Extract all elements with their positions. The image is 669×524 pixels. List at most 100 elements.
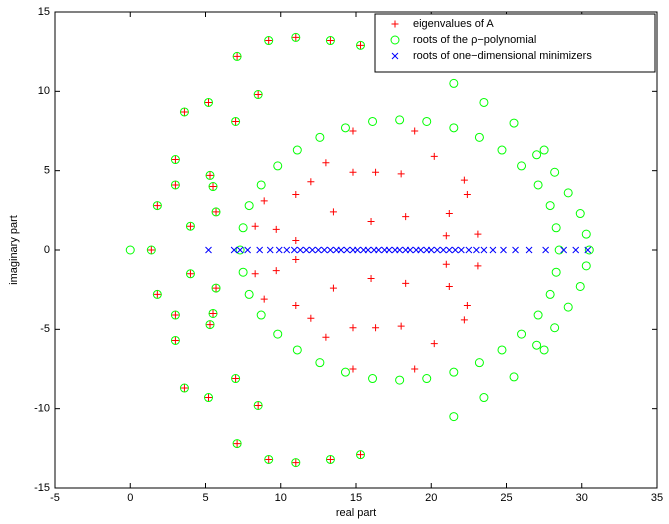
point	[451, 246, 459, 254]
point	[292, 459, 300, 467]
point	[265, 37, 273, 45]
point	[449, 412, 459, 422]
point	[153, 202, 161, 210]
point	[500, 246, 507, 254]
point	[326, 455, 334, 463]
point	[322, 159, 330, 167]
point	[186, 270, 194, 278]
point	[283, 246, 291, 254]
point	[509, 372, 519, 382]
x-tick-label: 35	[651, 492, 663, 504]
point	[465, 246, 473, 254]
point	[542, 246, 549, 254]
point	[253, 400, 263, 410]
point	[153, 290, 161, 298]
point	[185, 269, 195, 279]
point	[291, 32, 301, 42]
point	[349, 324, 357, 332]
point	[170, 310, 180, 320]
point	[170, 180, 180, 190]
point	[473, 246, 480, 254]
point	[170, 155, 180, 165]
point	[449, 367, 459, 377]
point	[584, 245, 594, 255]
point	[367, 275, 375, 283]
point	[292, 190, 300, 198]
point	[406, 246, 414, 254]
point	[171, 336, 179, 344]
point	[385, 246, 393, 254]
point	[551, 223, 561, 233]
point	[460, 176, 468, 184]
point	[357, 41, 365, 49]
point	[427, 246, 435, 254]
point	[170, 335, 180, 345]
point	[307, 314, 315, 322]
point	[411, 365, 419, 373]
point	[563, 302, 573, 312]
point	[539, 345, 549, 355]
x-tick-label: 15	[350, 492, 362, 504]
point	[442, 232, 450, 240]
point	[575, 281, 585, 291]
point	[272, 267, 280, 275]
point	[397, 170, 405, 178]
point	[231, 374, 241, 384]
point	[545, 201, 555, 211]
point	[463, 190, 471, 198]
x-tick-label: 20	[425, 492, 437, 504]
point	[357, 451, 365, 459]
point	[395, 115, 405, 125]
legend-marker	[390, 35, 400, 45]
point	[539, 145, 549, 155]
point	[460, 316, 468, 324]
point	[581, 229, 591, 239]
point	[180, 384, 188, 392]
point	[254, 91, 262, 99]
point	[292, 256, 300, 264]
point	[231, 116, 241, 126]
point	[340, 123, 350, 133]
point	[349, 365, 357, 373]
point	[232, 439, 242, 449]
point	[430, 152, 438, 160]
point	[533, 180, 543, 190]
point	[266, 246, 274, 254]
point	[244, 201, 254, 211]
point	[497, 345, 507, 355]
x-tick-label: 5	[202, 492, 208, 504]
y-tick-label: 15	[38, 6, 50, 18]
point	[147, 246, 155, 254]
point	[264, 36, 274, 46]
point	[433, 246, 441, 254]
point	[480, 246, 488, 254]
y-tick-label: 5	[44, 165, 50, 177]
point	[449, 123, 459, 133]
point	[125, 245, 135, 255]
point	[253, 90, 263, 100]
point	[171, 156, 179, 164]
point	[479, 97, 489, 107]
point	[479, 393, 489, 403]
point	[256, 246, 264, 254]
point	[551, 267, 561, 277]
point	[364, 246, 372, 254]
plot-frame	[54, 11, 658, 489]
point	[367, 217, 375, 225]
point	[238, 223, 248, 233]
point	[256, 180, 266, 190]
point	[208, 308, 218, 318]
point	[474, 358, 484, 368]
point	[302, 246, 310, 254]
point	[572, 246, 580, 254]
point	[584, 246, 592, 254]
point	[372, 324, 380, 332]
point	[489, 246, 497, 254]
point	[152, 201, 162, 211]
point	[309, 246, 316, 254]
point	[211, 283, 221, 293]
point	[512, 246, 519, 254]
point	[517, 329, 527, 339]
legend-marker	[391, 52, 399, 60]
point	[322, 333, 330, 341]
